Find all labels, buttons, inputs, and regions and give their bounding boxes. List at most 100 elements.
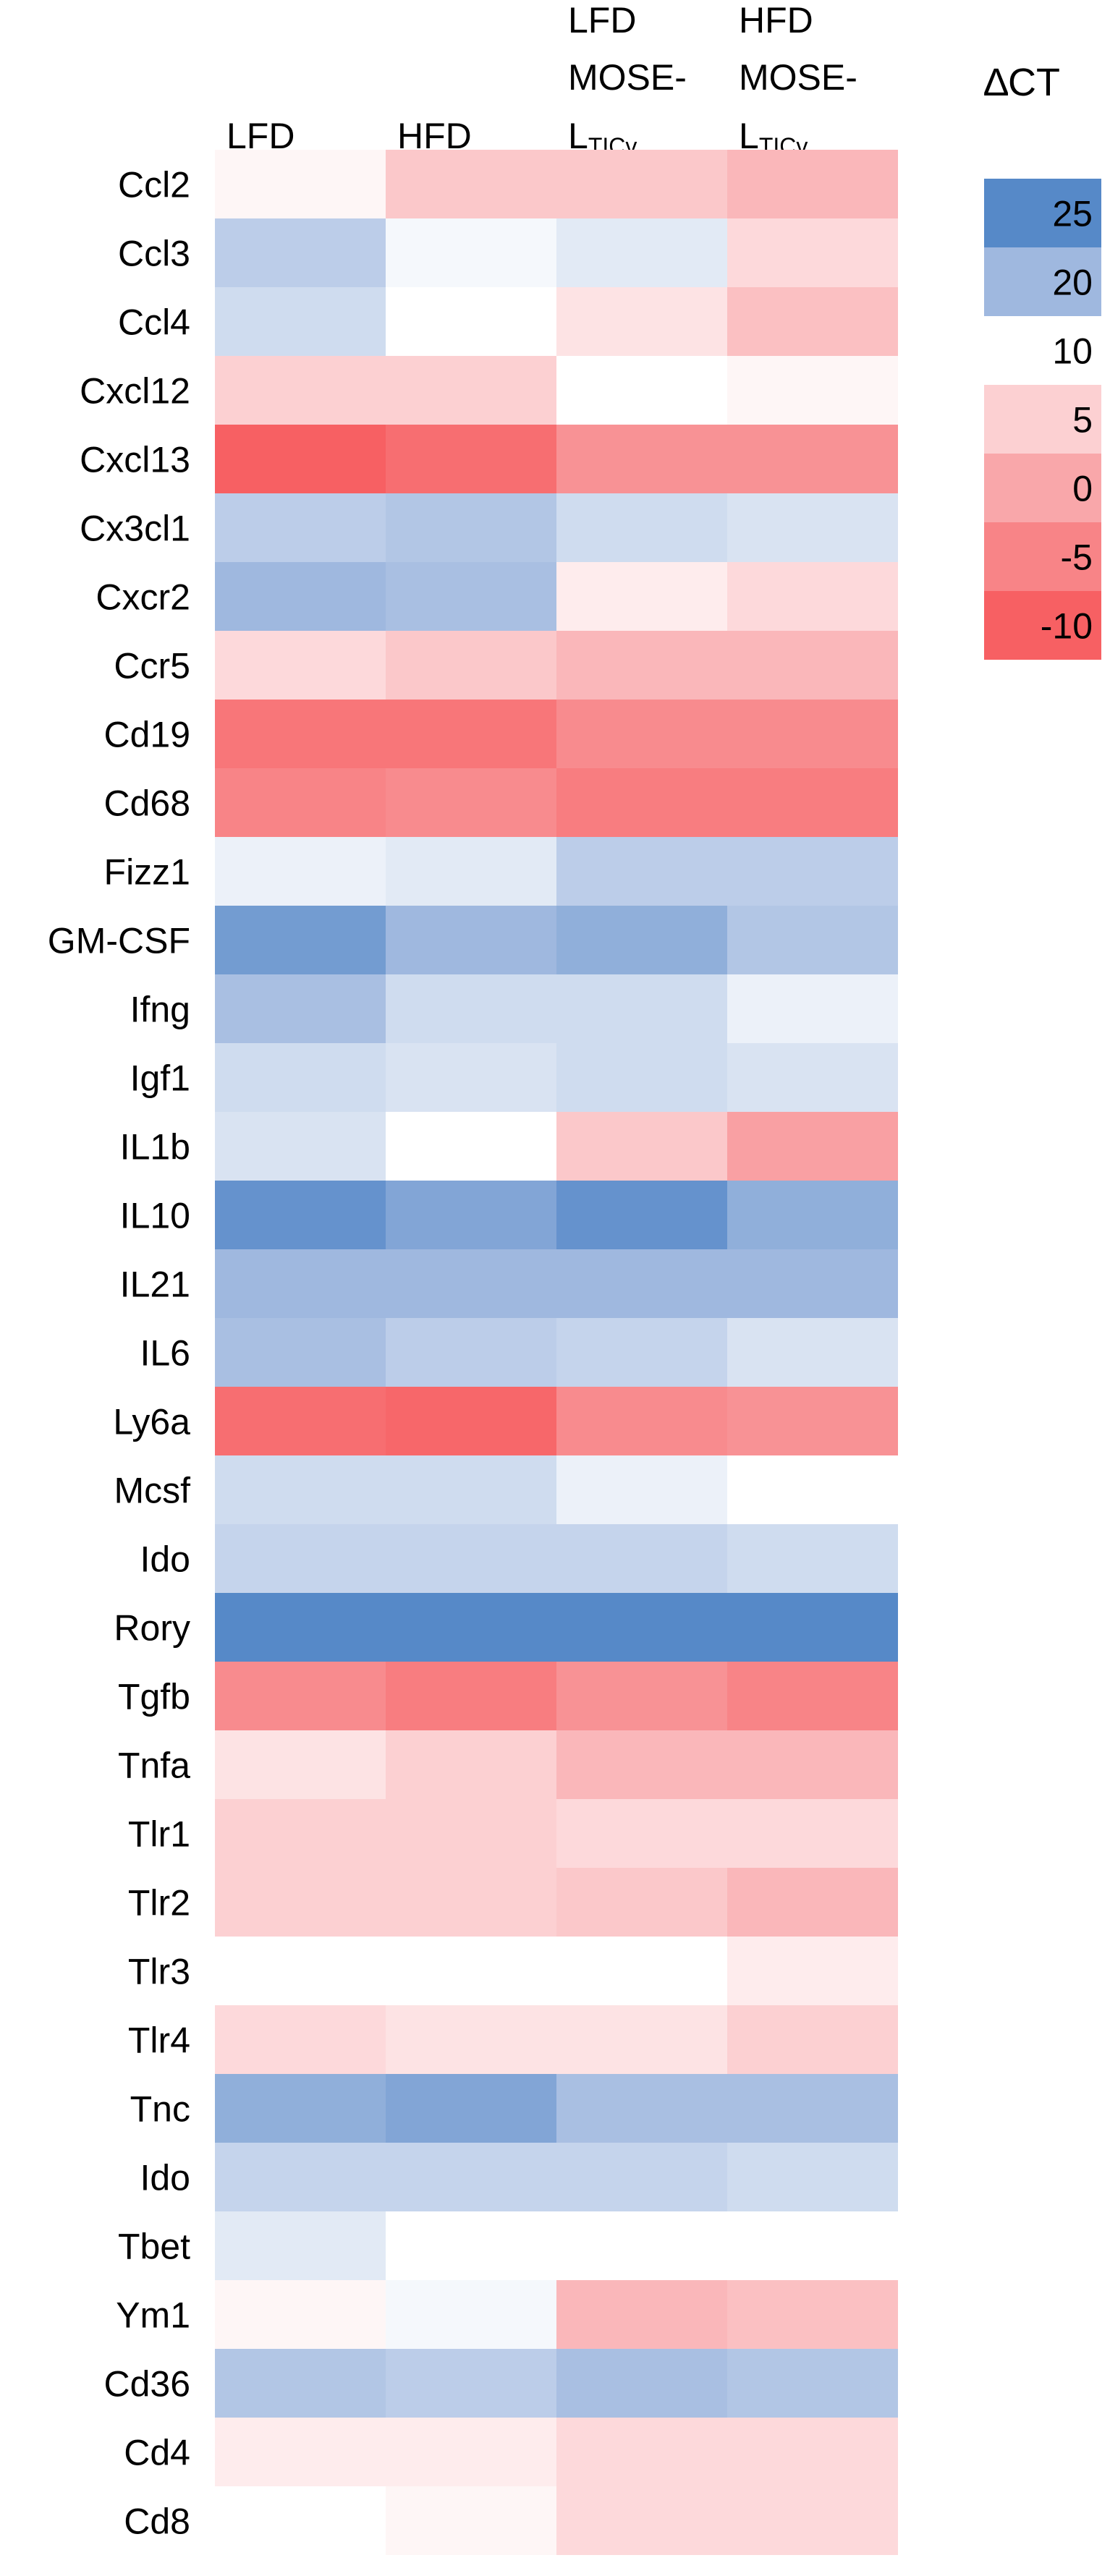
row-labels: Ccl2 Ccl3 Ccl4 Cxcl12 Cxcl13 Cx3cl1 Cxcr2 Ccr5 C… [48, 165, 190, 2542]
row-label: Ym1 [116, 2295, 190, 2336]
heatmap-cell [556, 218, 727, 287]
heatmap-cell [556, 768, 727, 837]
heatmap-cell [556, 2418, 727, 2486]
heatmap-cell [215, 1730, 386, 1799]
heatmap-cell [556, 1799, 727, 1868]
row-label: Ccl3 [118, 234, 190, 274]
heatmap-cell [727, 1318, 898, 1387]
row-label: Rory [114, 1608, 190, 1649]
legend-label: 20 [1052, 263, 1093, 303]
heatmap-cell [215, 562, 386, 631]
heatmap-cell [215, 1181, 386, 1249]
heatmap-cell [727, 1181, 898, 1249]
heatmap-cell [727, 1868, 898, 1937]
heatmap-cell [386, 1249, 556, 1318]
column-header-text: LFD [226, 116, 295, 156]
heatmap-cell [386, 1937, 556, 2005]
heatmap-cell [215, 2486, 386, 2555]
row-label: Cd68 [103, 783, 190, 824]
heatmap-cell [386, 1318, 556, 1387]
row-label: Cx3cl1 [80, 509, 190, 549]
heatmap-cell [386, 1524, 556, 1593]
heatmap-cell [215, 2418, 386, 2486]
heatmap-cell [386, 974, 556, 1043]
heatmap-cell [215, 974, 386, 1043]
heatmap-cell [727, 1249, 898, 1318]
row-label: GM-CSF [48, 921, 190, 961]
row-label: Ido [140, 1539, 190, 1580]
legend-swatch [984, 385, 1101, 454]
row-label: Cd4 [124, 2433, 190, 2473]
heatmap-cell [727, 906, 898, 974]
heatmap-cell [215, 2143, 386, 2211]
heatmap-cell [556, 1043, 727, 1112]
heatmap-cell [215, 2074, 386, 2143]
heatmap-cell [215, 1524, 386, 1593]
heatmap-cell [215, 631, 386, 700]
heatmap-cell [215, 1662, 386, 1730]
heatmap-cell [727, 631, 898, 700]
row-label: Cd19 [103, 715, 190, 755]
heatmap-cell [215, 425, 386, 493]
row-label: Cxcl12 [80, 371, 190, 412]
heatmap-cell [727, 1937, 898, 2005]
column-header-text: HFD [739, 0, 813, 41]
heatmap-cell [556, 1937, 727, 2005]
heatmap-cell [727, 1112, 898, 1181]
heatmap-cell [215, 1868, 386, 1937]
heatmap-cell [556, 1387, 727, 1455]
heatmap-cell [215, 1455, 386, 1524]
heatmap-cell [727, 2005, 898, 2074]
heatmap-cell [556, 2486, 727, 2555]
heatmap-cell [386, 768, 556, 837]
heatmap-cell [556, 1730, 727, 1799]
row-label: Ccl4 [118, 302, 190, 343]
heatmap-cell [215, 1937, 386, 2005]
row-label: Cxcl13 [80, 440, 190, 480]
heatmap-cell [727, 1387, 898, 1455]
heatmap-cell [386, 1730, 556, 1799]
heatmap-cell [215, 2005, 386, 2074]
heatmap-cell [556, 1112, 727, 1181]
row-label: Tlr3 [128, 1952, 190, 1992]
heatmap-cell [386, 2074, 556, 2143]
heatmap-cell [215, 218, 386, 287]
heatmap-cell [215, 287, 386, 356]
column-header-text: MOSE- [739, 57, 857, 98]
heatmap-cell [386, 2005, 556, 2074]
heatmap-cell [556, 1455, 727, 1524]
heatmap-cell [556, 287, 727, 356]
row-label: Ccr5 [114, 646, 190, 686]
heatmap-cell [386, 493, 556, 562]
heatmap-cell [556, 1593, 727, 1662]
legend-label: 10 [1052, 331, 1093, 372]
heatmap-cell [386, 837, 556, 906]
heatmap-cell [727, 1799, 898, 1868]
heatmap-cell [215, 356, 386, 425]
heatmap-cell [386, 1112, 556, 1181]
legend-swatch [984, 454, 1101, 522]
heatmap-cell [556, 1662, 727, 1730]
heatmap-cell [215, 1387, 386, 1455]
heatmap-cell [727, 1524, 898, 1593]
heatmap-cell [556, 2074, 727, 2143]
heatmap-cell [556, 2005, 727, 2074]
heatmap-cell [215, 150, 386, 218]
heatmap-cell [386, 631, 556, 700]
heatmap-cell [727, 2143, 898, 2211]
column-header-text: LFD [568, 0, 636, 41]
legend-label: 5 [1072, 400, 1093, 441]
heatmap-cell [556, 356, 727, 425]
heatmap-cell [556, 631, 727, 700]
heatmap-cell [727, 562, 898, 631]
row-label: Cd8 [124, 2501, 190, 2542]
heatmap-cell [386, 2143, 556, 2211]
heatmap-cell [556, 1249, 727, 1318]
heatmap-cell [215, 1249, 386, 1318]
heatmap-cell [556, 493, 727, 562]
row-label: IL1b [120, 1127, 190, 1168]
heatmap-cell [556, 2143, 727, 2211]
heatmap-cell [727, 2418, 898, 2486]
heatmap-cell [215, 493, 386, 562]
heatmap-cell [386, 562, 556, 631]
